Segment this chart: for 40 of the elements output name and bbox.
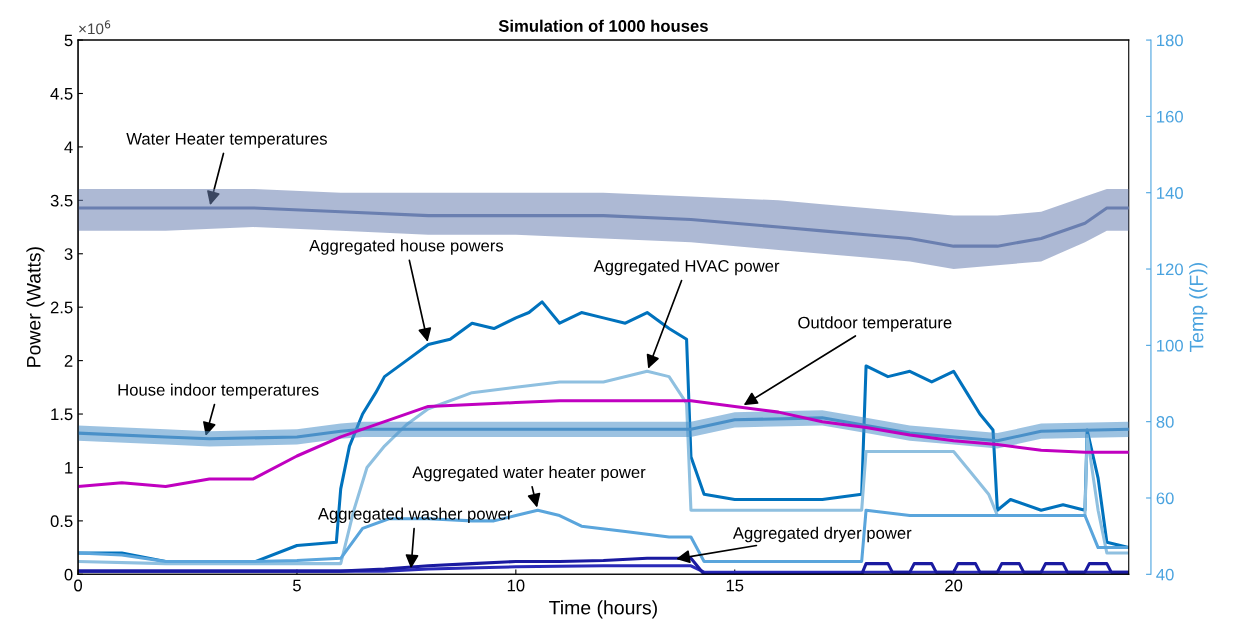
- y2-tick-label: 180: [1157, 34, 1183, 47]
- y-tick-label: 4: [64, 141, 73, 153]
- y-tick-label: 1: [65, 462, 73, 474]
- x-tick-label: 5: [292, 579, 301, 592]
- y2-tick-label: 100: [1157, 339, 1183, 352]
- y-tick-label: 0: [64, 568, 73, 581]
- y2-tick-label: 120: [1157, 263, 1183, 276]
- annotation: Outdoor temperature: [798, 316, 952, 332]
- line-series: [78, 399, 1129, 489]
- y2-tick-label: 140: [1157, 187, 1183, 199]
- x-axis-title: Time (hours): [549, 600, 657, 619]
- y2-tick-label: 80: [1156, 416, 1174, 428]
- line-series: [78, 416, 1129, 443]
- x-tick-label: 20: [945, 579, 963, 592]
- y-tick-label: 0.5: [50, 515, 73, 528]
- x-tick-label: 10: [507, 579, 525, 592]
- y-tick-label: 1.5: [51, 408, 73, 421]
- annotation: Aggregated HVAC power: [593, 259, 780, 276]
- line-series: [78, 508, 1129, 564]
- x-tick-label: 0: [74, 579, 83, 592]
- y2-tick-label: 60: [1156, 492, 1174, 505]
- y-tick-label: 3.5: [50, 194, 73, 207]
- y-axis-title: Power (Watts): [26, 247, 45, 367]
- y-tick-label: 3: [64, 248, 73, 260]
- y-tick-label: 5: [64, 34, 73, 47]
- annotation: Aggregated house powers: [309, 239, 504, 255]
- annotation: Water Heater temperatures: [126, 133, 327, 148]
- y-tick-label: 2: [64, 355, 73, 367]
- y-tick-label: 2.5: [50, 301, 73, 314]
- y2-axis-title: Temp ((F)): [1189, 263, 1208, 353]
- y2-tick-label: 40: [1156, 568, 1174, 581]
- y2-tick-label: 160: [1157, 110, 1183, 123]
- x-tick-label: 15: [726, 579, 744, 592]
- line-series: [78, 369, 1129, 566]
- annotation: Aggregated dryer power: [732, 526, 912, 543]
- text: ×10$^{6}$: [79, 20, 111, 35]
- y-tick-label: 4.5: [50, 88, 73, 100]
- annotation: Aggregated water heater power: [412, 465, 646, 482]
- chart-title: Simulation of 1000 houses: [498, 19, 708, 32]
- annotation: House indoor temperatures: [118, 383, 319, 400]
